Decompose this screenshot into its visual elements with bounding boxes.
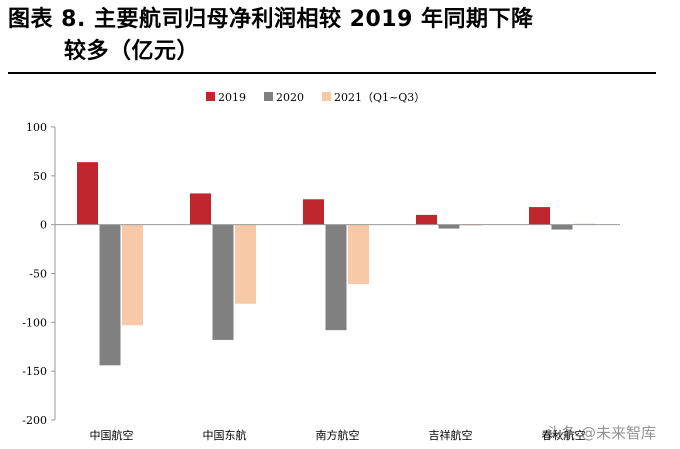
bar-2-0	[303, 199, 324, 225]
bar-4-1	[551, 224, 573, 230]
y-tick-label-5: -150	[22, 365, 47, 378]
watermark: 头条 @未来智库	[546, 424, 656, 442]
category-label-2: 南方航空	[316, 428, 360, 442]
category-label-0: 中国航空	[90, 428, 134, 442]
bar-0-0	[77, 162, 98, 225]
chart-title: 图表 8. 主要航司归母净利润相较 2019 年同期下降 较多（亿元）	[8, 4, 668, 68]
legend-swatch-1	[264, 92, 273, 101]
legend-swatch-0	[206, 92, 215, 101]
y-tick-label-6: -200	[22, 414, 47, 427]
bar-3-1	[438, 224, 460, 229]
bar-4-0	[529, 207, 550, 225]
y-tick-label-2: 0	[40, 219, 47, 232]
y-tick-label-4: -100	[22, 316, 47, 329]
y-tick-label-1: 50	[33, 170, 47, 183]
bar-2-1	[325, 224, 347, 331]
bar-0-1	[99, 224, 121, 366]
legend: 2019 2020 2021（Q1~Q3）	[206, 91, 425, 104]
bar-1-2	[235, 224, 256, 304]
y-axis: 100 50 0 -50 -100 -150 -200	[22, 121, 56, 427]
category-label-3: 吉祥航空	[429, 428, 473, 442]
title-line-2: 较多（亿元）	[64, 39, 200, 64]
legend-label-1: 2020	[276, 91, 304, 104]
legend-label-2: 2021（Q1~Q3）	[334, 91, 425, 104]
title-line-1: 图表 8. 主要航司归母净利润相较 2019 年同期下降	[8, 7, 534, 32]
category-label-1: 中国东航	[203, 428, 247, 442]
bar-1-1	[212, 224, 234, 340]
bar-0-2	[122, 224, 143, 326]
x-axis: 中国航空 中国东航 南方航空 吉祥航空 春秋航空	[55, 224, 620, 442]
bar-3-0	[416, 214, 437, 225]
y-tick-label-0: 100	[26, 121, 47, 134]
bars	[77, 162, 595, 366]
y-tick-label-3: -50	[29, 268, 47, 281]
title-divider	[8, 72, 656, 74]
category-label-4: 春秋航空	[542, 428, 586, 442]
legend-label-0: 2019	[218, 91, 246, 104]
legend-swatch-2	[322, 92, 331, 101]
bar-1-0	[190, 193, 211, 225]
bar-2-2	[348, 224, 369, 285]
